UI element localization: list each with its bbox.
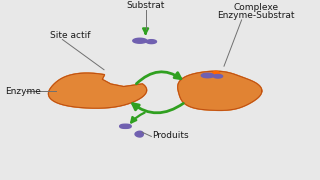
Polygon shape (135, 131, 143, 137)
Polygon shape (48, 73, 147, 108)
Text: Substrat: Substrat (126, 1, 165, 10)
Text: Complexe: Complexe (233, 3, 279, 12)
Polygon shape (48, 73, 147, 108)
Text: Site actif: Site actif (50, 31, 90, 40)
Polygon shape (178, 71, 262, 110)
Polygon shape (133, 38, 147, 43)
Polygon shape (146, 40, 156, 44)
Polygon shape (178, 71, 262, 110)
Text: Produits: Produits (152, 131, 188, 140)
Text: Enzyme: Enzyme (5, 87, 41, 96)
Polygon shape (120, 124, 131, 128)
Polygon shape (213, 75, 223, 78)
Polygon shape (212, 71, 220, 77)
Polygon shape (201, 73, 214, 78)
Text: Enzyme-Substrat: Enzyme-Substrat (217, 11, 295, 20)
